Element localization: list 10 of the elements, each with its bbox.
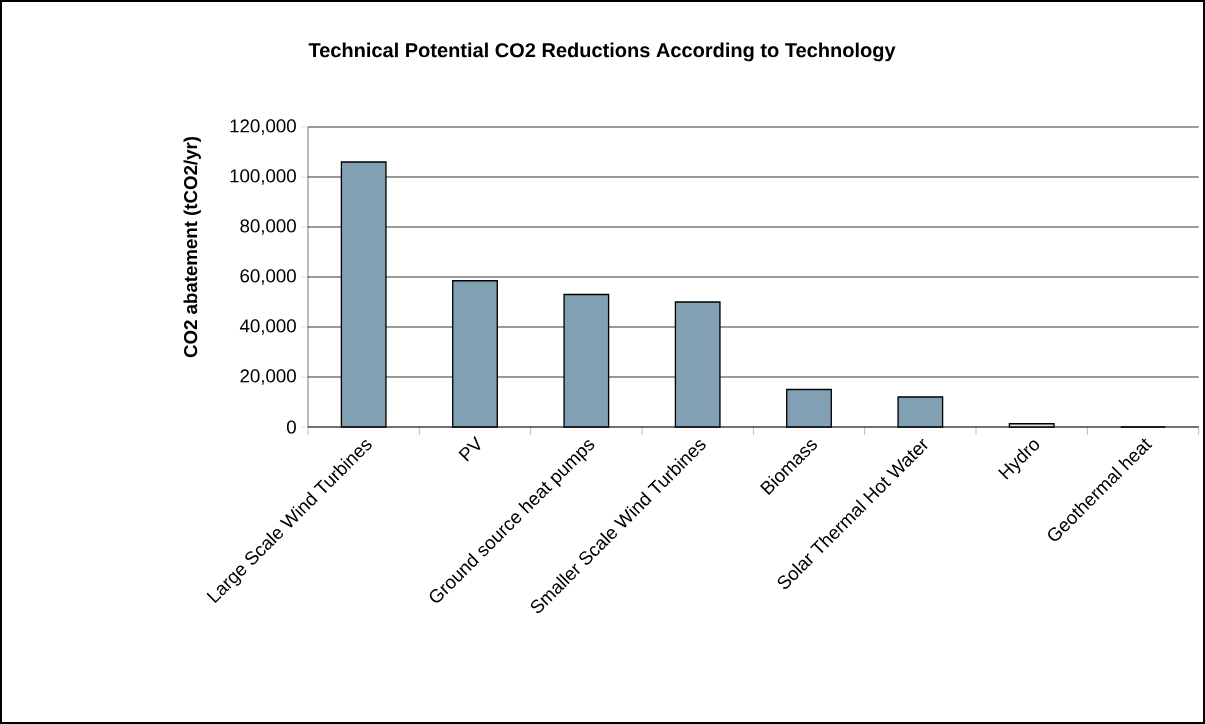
y-tick-label: 80,000 — [240, 219, 296, 235]
y-tick-label: 60,000 — [240, 269, 296, 285]
chart-title: Technical Potential CO2 Reductions According to Technology — [308, 42, 896, 62]
y-tick-label: 100,000 — [230, 169, 296, 185]
y-tick-label: 0 — [286, 420, 296, 434]
y-tick-label: 40,000 — [239, 319, 296, 335]
y-axis-title: CO2 abatement (tCO2/yr) — [183, 136, 201, 358]
x-tick-label: PV — [458, 435, 481, 462]
y-tick-label: 120,000 — [230, 119, 296, 135]
y-tick-label: 20,000 — [240, 369, 296, 385]
